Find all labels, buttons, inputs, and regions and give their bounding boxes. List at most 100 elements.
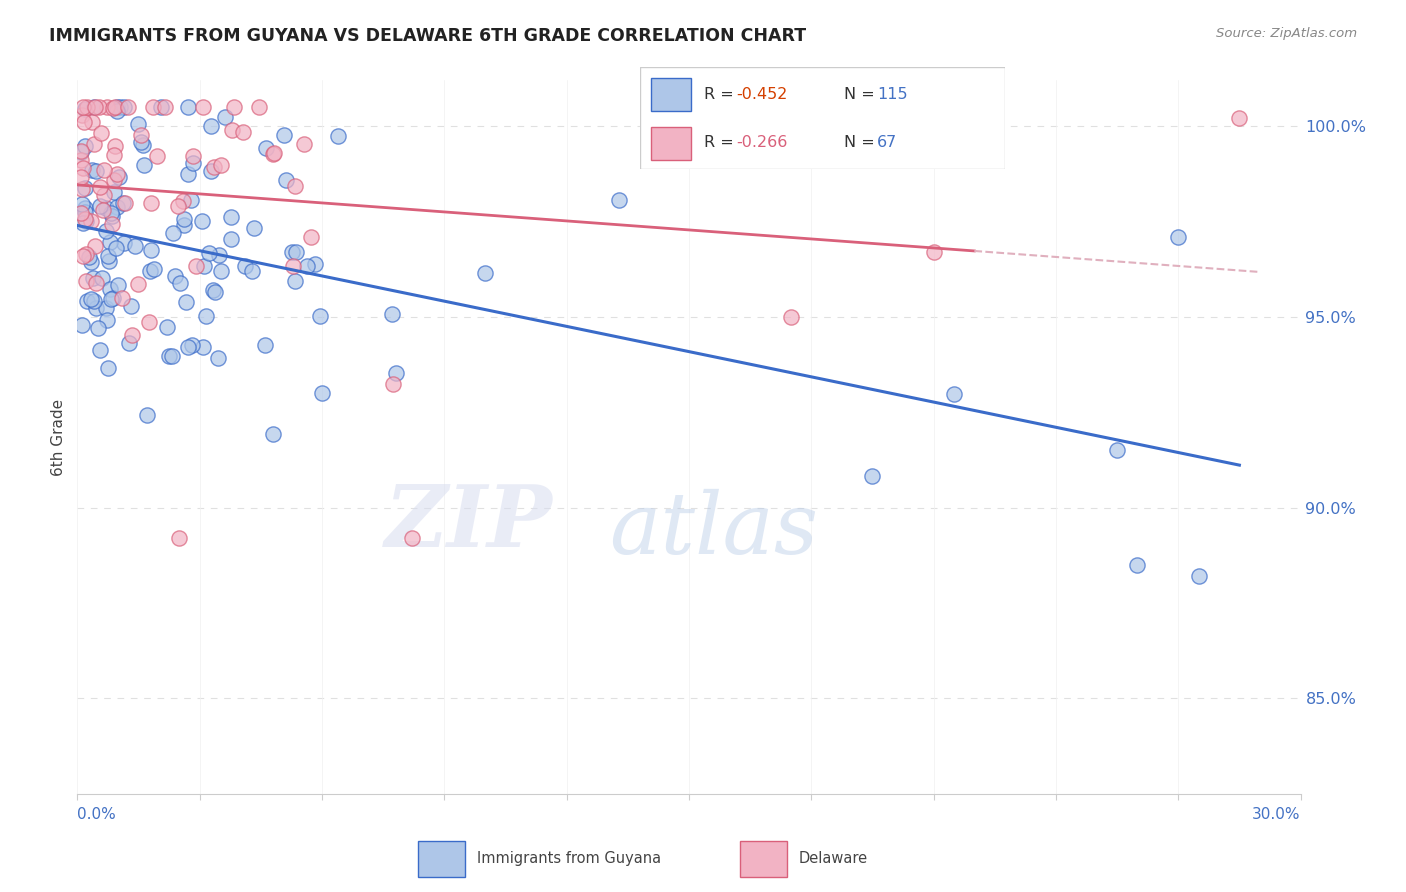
- Point: [174, 295, 197, 310]
- Point: [262, 426, 284, 441]
- Point: [103, 185, 125, 199]
- Point: [146, 148, 169, 162]
- Point: [262, 146, 284, 161]
- Point: [219, 210, 242, 224]
- Point: [295, 259, 318, 273]
- Text: N =: N =: [845, 135, 880, 150]
- Point: [105, 104, 128, 119]
- Point: [107, 277, 129, 292]
- Point: [153, 100, 176, 114]
- Point: [105, 241, 128, 255]
- Point: [184, 259, 207, 273]
- Point: [129, 128, 152, 143]
- Point: [173, 212, 195, 227]
- Text: R =: R =: [704, 135, 738, 150]
- Point: [103, 291, 125, 305]
- Point: [273, 128, 295, 142]
- Point: [141, 195, 163, 210]
- Point: [309, 309, 332, 323]
- Point: [70, 145, 93, 159]
- Point: [138, 264, 160, 278]
- Text: 0.0%: 0.0%: [77, 807, 117, 822]
- Point: [401, 531, 423, 545]
- Point: [198, 245, 221, 260]
- Point: [127, 117, 149, 131]
- Point: [163, 268, 186, 283]
- Point: [70, 153, 93, 168]
- Point: [221, 123, 243, 137]
- Point: [180, 337, 202, 351]
- Point: [283, 274, 305, 288]
- Point: [169, 277, 191, 291]
- Point: [103, 147, 125, 161]
- Point: [177, 340, 200, 354]
- Point: [86, 164, 108, 178]
- Point: [94, 201, 117, 215]
- Text: N =: N =: [845, 87, 880, 102]
- Point: [195, 310, 218, 324]
- Point: [274, 173, 297, 187]
- Point: [136, 408, 159, 422]
- Point: [111, 291, 134, 305]
- Point: [219, 232, 242, 246]
- Point: [93, 203, 115, 218]
- Point: [121, 328, 143, 343]
- Text: Immigrants from Guyana: Immigrants from Guyana: [477, 851, 661, 866]
- Point: [124, 239, 146, 253]
- Point: [83, 136, 105, 151]
- Point: [117, 100, 139, 114]
- Point: [132, 138, 155, 153]
- Point: [90, 270, 112, 285]
- Point: [101, 209, 124, 223]
- Point: [90, 126, 112, 140]
- Point: [138, 315, 160, 329]
- Point: [84, 301, 107, 316]
- Text: -0.266: -0.266: [737, 135, 787, 150]
- Text: Delaware: Delaware: [799, 851, 868, 866]
- Point: [80, 163, 103, 178]
- Point: [172, 194, 194, 208]
- Point: [173, 218, 195, 232]
- Point: [202, 283, 225, 297]
- Point: [779, 310, 801, 324]
- Point: [233, 259, 256, 273]
- Point: [97, 249, 120, 263]
- Point: [75, 211, 97, 226]
- Point: [263, 146, 285, 161]
- Point: [96, 224, 118, 238]
- Point: [862, 469, 884, 483]
- Point: [162, 227, 184, 241]
- Text: ZIP: ZIP: [385, 481, 553, 565]
- Point: [191, 214, 214, 228]
- Point: [105, 200, 128, 214]
- Text: IMMIGRANTS FROM GUYANA VS DELAWARE 6TH GRADE CORRELATION CHART: IMMIGRANTS FROM GUYANA VS DELAWARE 6TH G…: [49, 27, 806, 45]
- Point: [84, 239, 107, 253]
- Point: [141, 243, 163, 257]
- Point: [150, 100, 173, 114]
- Point: [79, 250, 101, 264]
- FancyBboxPatch shape: [640, 67, 1005, 169]
- Point: [281, 245, 304, 260]
- Point: [75, 274, 97, 288]
- FancyBboxPatch shape: [651, 78, 690, 111]
- Point: [73, 115, 96, 129]
- Point: [97, 361, 120, 376]
- Text: atlas: atlas: [609, 489, 818, 571]
- Point: [156, 319, 179, 334]
- Point: [70, 169, 93, 184]
- Point: [96, 313, 118, 327]
- Point: [200, 164, 222, 178]
- Point: [83, 293, 105, 308]
- Point: [180, 193, 202, 207]
- Point: [108, 169, 131, 184]
- Point: [72, 216, 94, 230]
- FancyBboxPatch shape: [419, 841, 465, 877]
- Point: [84, 100, 107, 114]
- Point: [83, 100, 105, 114]
- Point: [474, 266, 496, 280]
- Point: [143, 262, 166, 277]
- Point: [98, 282, 121, 296]
- Point: [209, 159, 232, 173]
- Point: [101, 101, 124, 115]
- Point: [76, 294, 98, 309]
